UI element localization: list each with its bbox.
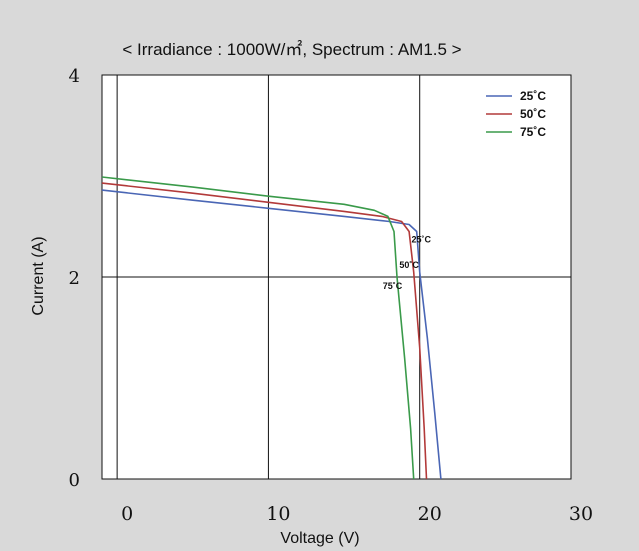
curve-annotations: 25˚C 50˚C 75˚C [383,235,432,291]
annotation-1: 50˚C [399,260,419,270]
series-line-2 [101,176,415,480]
annotation-2: 75˚C [383,281,403,291]
legend: 25˚C 50˚C 75˚C [486,89,546,139]
plot-border [101,74,572,480]
annotation-0: 25˚C [411,235,431,245]
x-axis-label: Voltage (V) [280,530,359,547]
y-tick-label-0: 0 [69,470,80,491]
x-tick-label-1: 10 [266,503,290,525]
series-line-1 [101,182,428,480]
chart-title: < Irradiance : 1000W/㎡, Spectrum : AM1.5… [122,40,461,59]
legend-label-0: 25˚C [520,89,546,103]
tick-labels: 0 10 20 30 0 2 4 [69,66,594,525]
series-line-0 [101,189,442,480]
x-tick-label-3: 30 [569,503,593,525]
series-lines [101,176,442,480]
x-tick-label-2: 20 [418,503,442,525]
y-tick-label-2: 4 [69,66,80,87]
y-axis-label: Current (A) [30,236,47,315]
x-tick-label-0: 0 [121,503,133,525]
legend-label-2: 75˚C [520,125,546,139]
legend-label-1: 50˚C [520,107,546,121]
y-tick-label-1: 2 [69,268,80,289]
